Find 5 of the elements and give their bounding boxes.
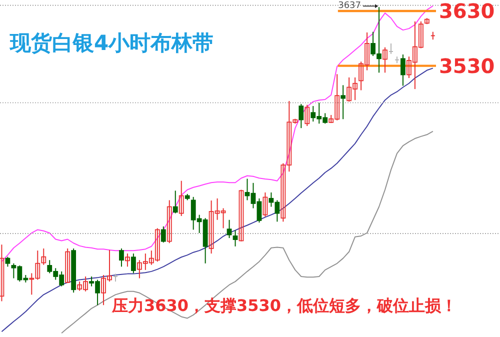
text: 3530 <box>439 54 495 78</box>
text: 3630 <box>439 0 495 23</box>
annotation: 压力3630，支撑3530，低位短多，破位止损！ <box>111 296 458 315</box>
annotation: 3637 <box>338 1 362 12</box>
text: 现货白银4小时布林带 <box>9 31 214 55</box>
